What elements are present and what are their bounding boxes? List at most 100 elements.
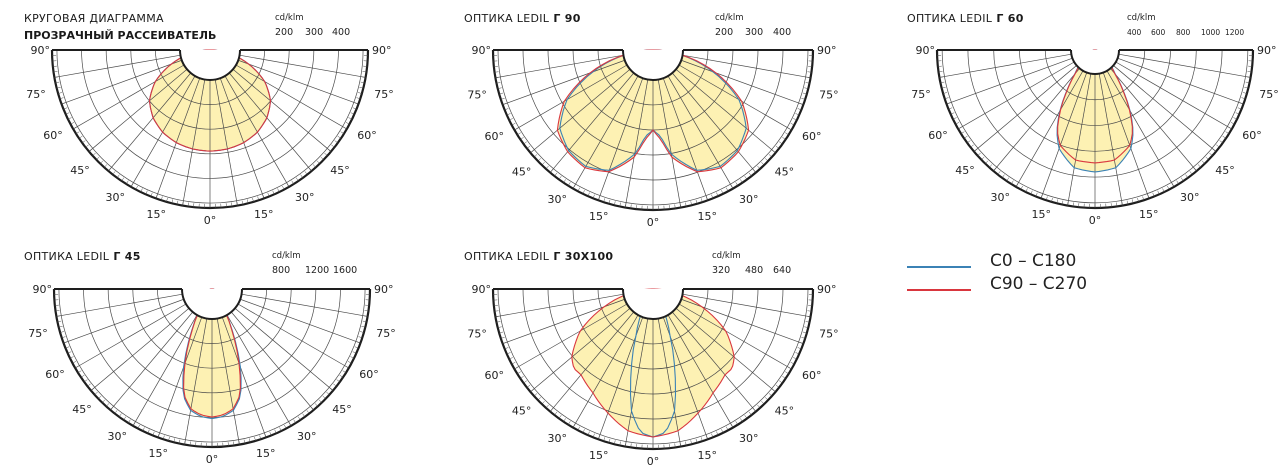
- degree-tick: [110, 406, 114, 411]
- scale-tick-label: 200: [715, 27, 733, 38]
- degree-tick: [345, 122, 350, 125]
- degree-tick: [339, 374, 344, 378]
- chart-title: ОПТИКА LEDIL Г 90: [464, 12, 581, 25]
- degree-tick: [58, 92, 63, 94]
- degree-tick: [530, 150, 534, 154]
- degree-tick: [1121, 201, 1123, 206]
- degree-tick: [765, 397, 769, 401]
- curve-c90-c270: [556, 49, 750, 173]
- degree-tick: [790, 362, 795, 365]
- degree-tick: [807, 71, 812, 73]
- degree-tick: [592, 194, 595, 199]
- degree-tick: [797, 108, 802, 111]
- angle-label: 15°: [1139, 208, 1159, 221]
- degree-tick: [716, 431, 719, 436]
- degree-tick: [140, 188, 143, 193]
- grid-spoke: [231, 311, 314, 411]
- degree-tick: [504, 108, 509, 111]
- degree-tick: [795, 113, 800, 116]
- frame-inner-cutout: [622, 49, 684, 81]
- angle-label: 30°: [106, 191, 126, 204]
- grid-spoke: [662, 78, 709, 201]
- grid-spoke: [530, 69, 631, 154]
- grid-spoke: [514, 64, 628, 131]
- degree-tick: [56, 87, 61, 89]
- degree-tick: [511, 123, 516, 126]
- degree-tick: [1197, 164, 1201, 168]
- grid-spoke: [214, 79, 238, 206]
- degree-tick: [598, 435, 600, 440]
- degree-tick: [90, 387, 95, 391]
- scale-tick-label: 480: [745, 265, 763, 276]
- degree-tick: [958, 126, 962, 130]
- grid-spoke: [973, 65, 1077, 152]
- degree-tick: [630, 204, 632, 209]
- angle-label: 30°: [295, 191, 315, 204]
- degree-tick: [1245, 81, 1250, 84]
- degree-tick: [517, 132, 521, 135]
- degree-tick: [241, 200, 244, 205]
- angle-label: 90°: [472, 44, 492, 57]
- scale-tick-label: 200: [275, 27, 293, 38]
- angle-label: 60°: [45, 368, 65, 381]
- degree-tick: [306, 410, 310, 414]
- grid-spoke: [624, 318, 649, 447]
- frame-inner-cutout: [181, 288, 243, 320]
- angle-label: 90°: [1257, 44, 1277, 57]
- degree-tick: [1011, 180, 1014, 185]
- angle-label: 45°: [775, 405, 795, 418]
- degree-tick: [1239, 102, 1244, 105]
- polar-chart-5: ОПТИКА LEDIL Г 30X100 cd/klm 320 480 640 90° 7…: [464, 250, 839, 466]
- angle-label: 30°: [297, 430, 317, 443]
- degree-tick: [572, 423, 576, 428]
- grid-spoke: [678, 64, 792, 131]
- degree-tick: [342, 370, 347, 373]
- degree-tick: [563, 418, 566, 422]
- degree-tick: [706, 435, 708, 440]
- degree-tick: [554, 172, 558, 177]
- degree-tick: [1230, 122, 1235, 125]
- degree-tick: [545, 165, 549, 170]
- degree-tick: [1176, 180, 1179, 185]
- degree-tick: [1244, 87, 1249, 89]
- degree-tick: [572, 184, 576, 189]
- chart-title: КРУГОВАЯ ДИАГРАММА: [24, 12, 164, 25]
- degree-tick: [343, 126, 347, 130]
- degree-tick: [345, 365, 349, 369]
- degree-tick: [123, 416, 127, 421]
- degree-tick: [772, 389, 776, 393]
- degree-tick: [1051, 197, 1053, 202]
- degree-tick: [795, 352, 800, 355]
- degree-tick: [674, 443, 676, 448]
- angle-label: 45°: [70, 164, 90, 177]
- degree-tick: [126, 180, 129, 185]
- grid-spoke: [1067, 73, 1092, 206]
- degree-tick: [1201, 160, 1205, 164]
- grid-spoke: [1117, 57, 1244, 105]
- degree-tick: [520, 376, 524, 379]
- degree-tick: [357, 92, 362, 94]
- degree-tick: [940, 81, 945, 84]
- grid-spoke: [549, 72, 634, 173]
- degree-tick: [793, 118, 797, 121]
- degree-tick: [1040, 194, 1043, 199]
- degree-tick: [184, 440, 186, 445]
- grid-spoke: [530, 308, 631, 393]
- degree-tick: [324, 152, 328, 156]
- degree-tick: [554, 411, 558, 416]
- grid-spoke: [1113, 65, 1217, 152]
- degree-tick: [950, 112, 955, 115]
- angle-label: 75°: [819, 89, 839, 102]
- degree-tick: [171, 199, 173, 204]
- degree-tick: [779, 380, 783, 384]
- angle-label: 60°: [928, 129, 948, 142]
- degree-tick: [806, 315, 811, 318]
- grid-spoke: [132, 314, 198, 427]
- degree-tick: [314, 403, 318, 407]
- degree-tick: [55, 81, 60, 84]
- angle-label: 30°: [739, 432, 759, 445]
- legend-label-c0: C0 – C180: [990, 251, 1077, 271]
- chart-title: ОПТИКА LEDIL Г 60: [907, 12, 1024, 25]
- degree-tick: [494, 71, 499, 73]
- degree-tick: [955, 122, 960, 125]
